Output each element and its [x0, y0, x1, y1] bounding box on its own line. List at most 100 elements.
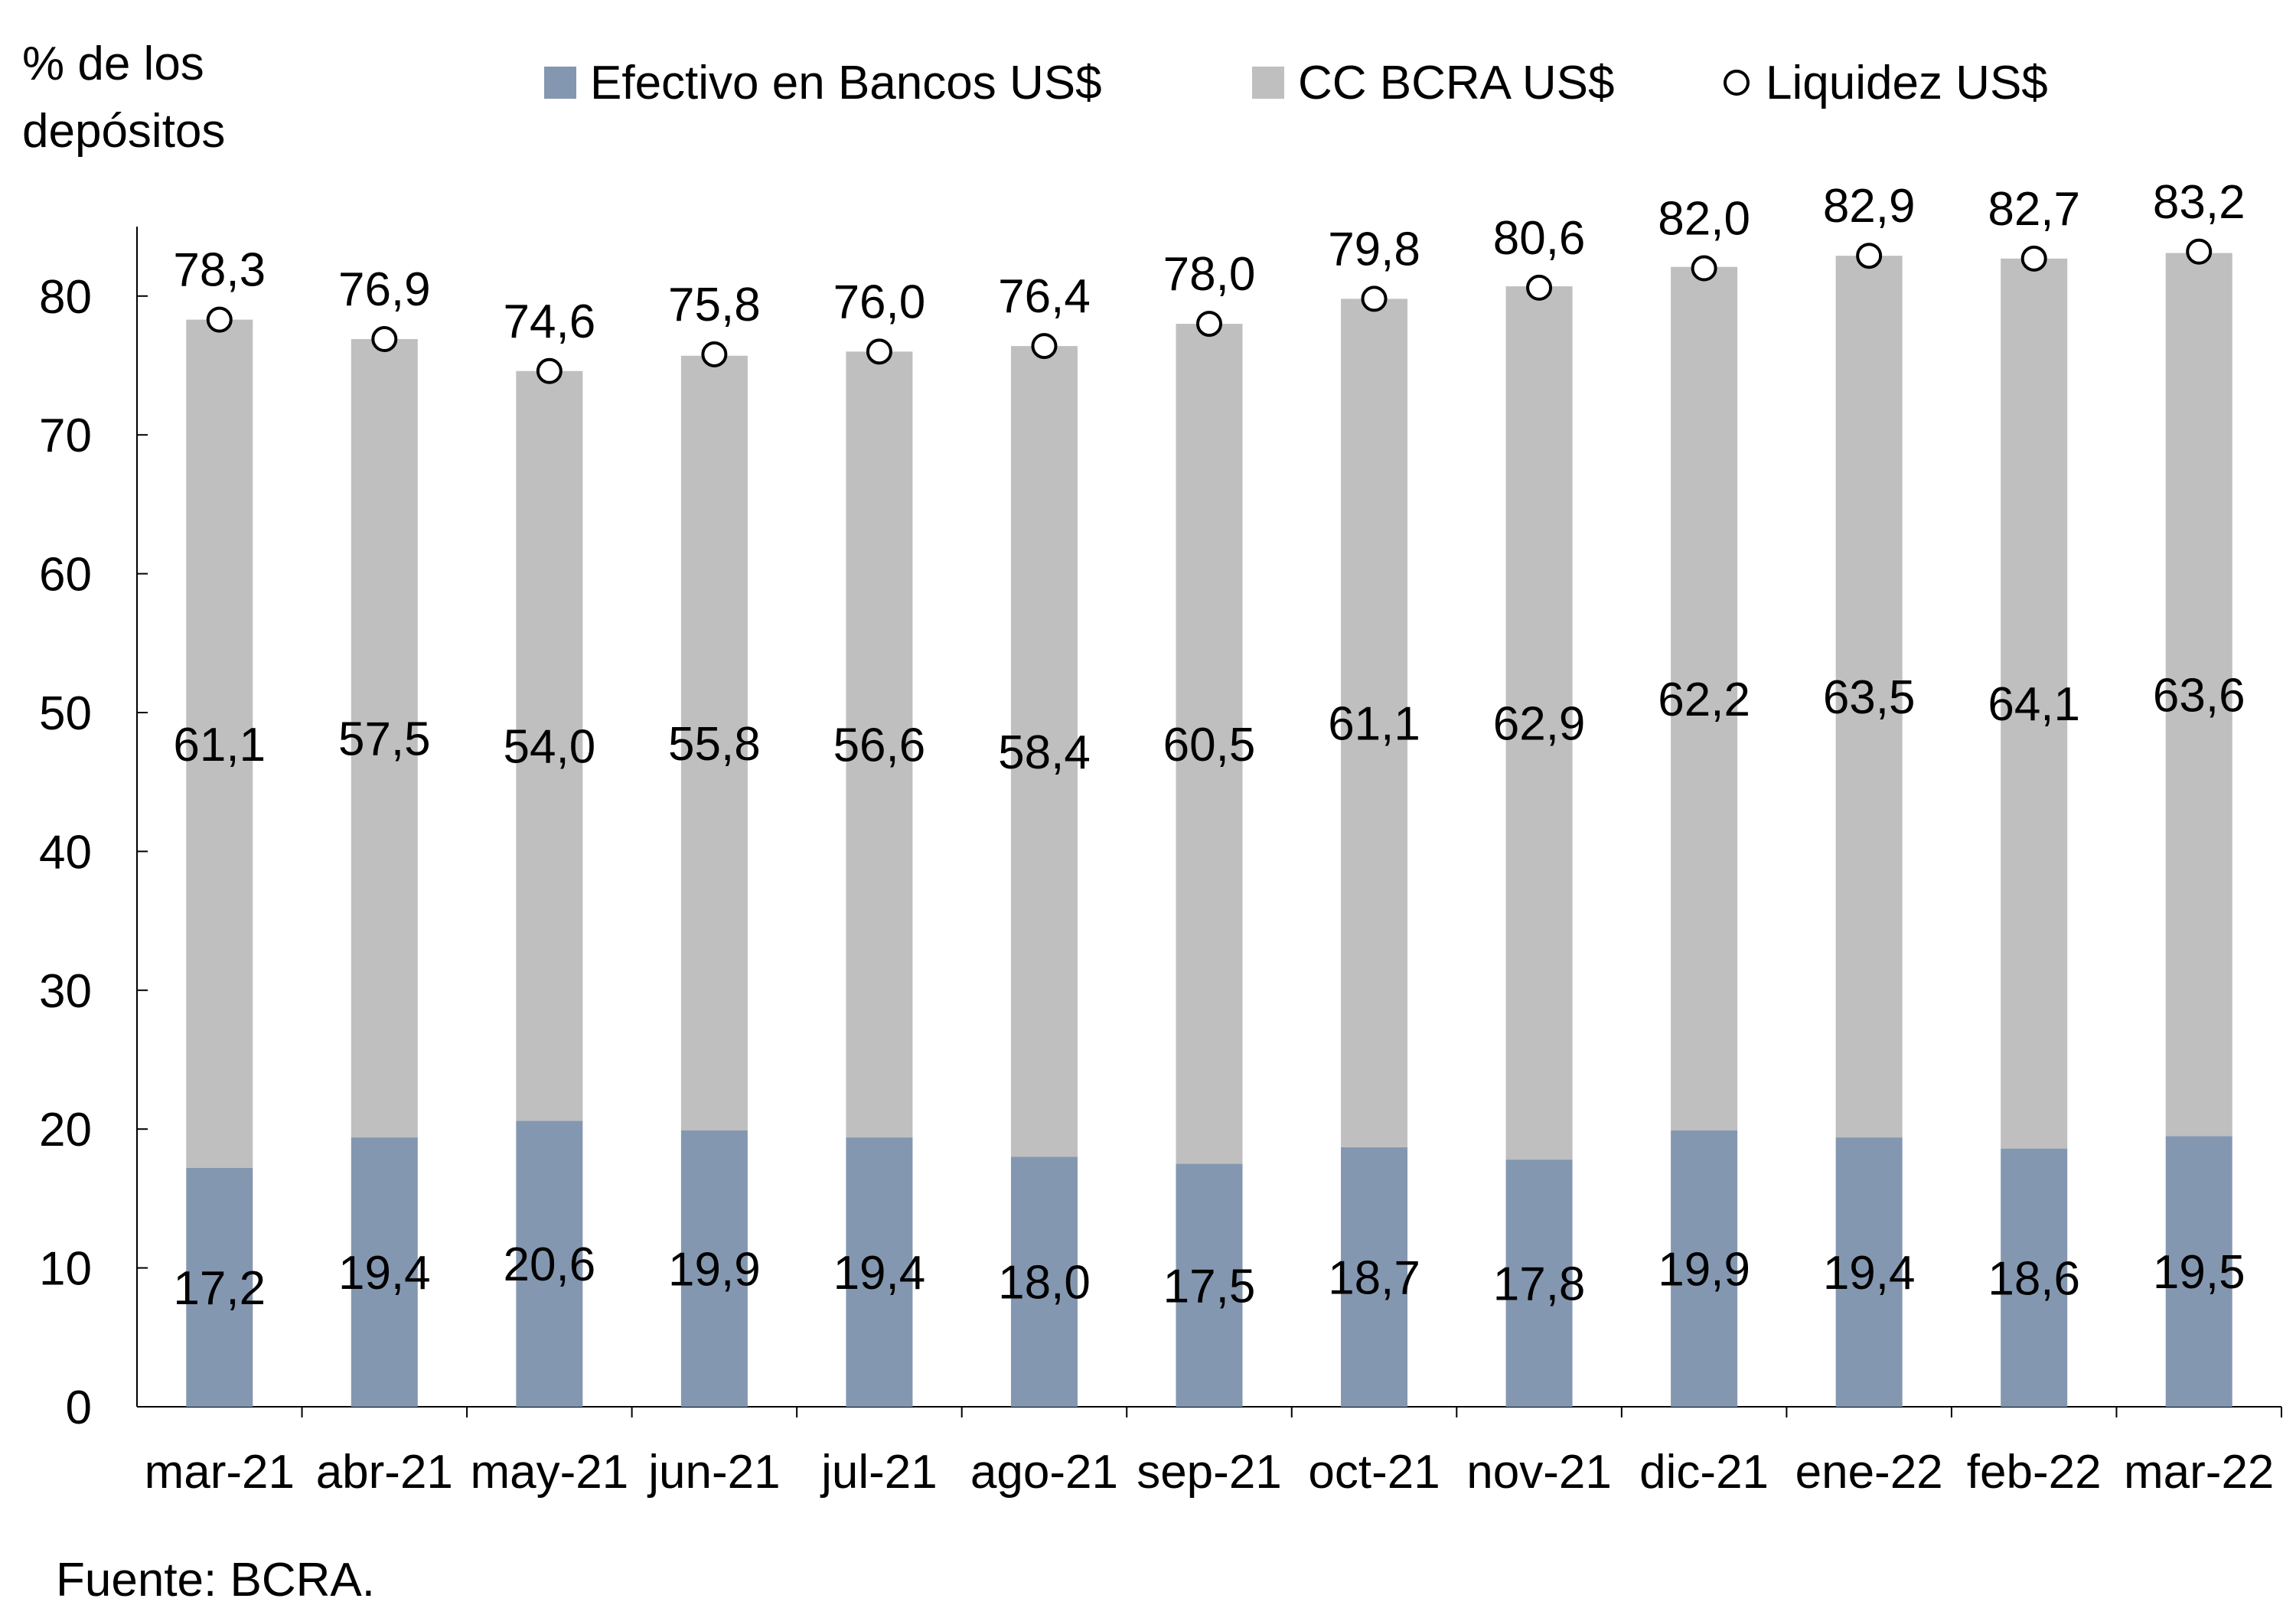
y-tick-label: 80: [39, 271, 92, 324]
y-axis-title-line2: depósitos: [22, 105, 225, 158]
x-tick-label: nov-21: [1466, 1446, 1612, 1499]
label-efectivo: 18,6: [1988, 1252, 2080, 1305]
x-tick-label: mar-21: [145, 1446, 295, 1499]
bar-efectivo: [516, 1121, 583, 1407]
marker-liquidez: [866, 338, 892, 365]
x-tick-label: sep-21: [1137, 1446, 1282, 1499]
label-efectivo: 18,0: [998, 1257, 1091, 1310]
data-labels: 17,2 61,1 78,3 mar-21 19,4 57,5 76,9 abr-21 20,6…: [145, 176, 2275, 1499]
label-efectivo: 17,8: [1493, 1258, 1586, 1311]
y-tick-label: 60: [39, 549, 92, 602]
x-tick-label: dic-21: [1639, 1446, 1769, 1499]
legend-label-efectivo: Efectivo en Bancos US$: [590, 57, 1102, 109]
label-cc-bcra: 56,6: [833, 719, 926, 772]
legend-swatch-efectivo: [544, 67, 576, 99]
x-tick-label: feb-22: [1967, 1446, 2102, 1499]
source-note: Fuente: BCRA.: [56, 1554, 375, 1607]
label-cc-bcra: 64,1: [1988, 678, 2080, 731]
bar-efectivo: [186, 1167, 253, 1407]
bar-cc-bcra: [680, 355, 748, 1131]
bar-efectivo: [1835, 1137, 1903, 1407]
y-tick-label: 70: [39, 409, 92, 462]
label-cc-bcra: 60,5: [1163, 719, 1256, 771]
x-tick-label: mar-22: [2124, 1446, 2274, 1499]
bar-efectivo: [2001, 1148, 2068, 1407]
marker-liquidez: [2186, 238, 2213, 265]
y-tick-label: 30: [39, 965, 92, 1018]
label-efectivo: 19,9: [1658, 1244, 1750, 1297]
bar-cc-bcra: [1505, 286, 1573, 1160]
label-efectivo: 19,4: [833, 1247, 926, 1300]
label-cc-bcra: 54,0: [504, 721, 596, 774]
label-efectivo: 20,6: [504, 1238, 596, 1291]
y-tick-label: 10: [39, 1243, 92, 1296]
bar-cc-bcra: [2001, 258, 2068, 1149]
x-tick-label: abr-21: [316, 1446, 453, 1499]
label-cc-bcra: 61,1: [1328, 698, 1420, 751]
label-efectivo: 18,7: [1328, 1251, 1420, 1304]
x-tick-label: may-21: [470, 1446, 628, 1499]
label-efectivo: 19,4: [1823, 1247, 1916, 1300]
label-cc-bcra: 63,6: [2153, 669, 2245, 722]
bar-cc-bcra: [2165, 253, 2232, 1137]
bar-cc-bcra: [846, 351, 913, 1138]
x-tick-label: jun-21: [647, 1446, 780, 1499]
label-efectivo: 19,4: [338, 1247, 431, 1300]
label-liquidez: 76,9: [338, 263, 431, 316]
label-liquidez: 82,0: [1658, 193, 1750, 246]
bar-efectivo: [1671, 1130, 1738, 1407]
label-liquidez: 75,8: [668, 279, 761, 331]
y-tick-label: 40: [39, 826, 92, 879]
y-tick-label: 50: [39, 687, 92, 740]
marker-liquidez: [206, 306, 233, 333]
x-tick-label: jul-21: [820, 1446, 938, 1499]
label-cc-bcra: 62,2: [1658, 674, 1750, 726]
label-efectivo: 17,5: [1163, 1260, 1256, 1313]
label-liquidez: 80,6: [1493, 212, 1586, 265]
marker-liquidez: [1031, 333, 1058, 360]
y-tick-label: 0: [66, 1381, 92, 1434]
label-liquidez: 74,6: [504, 295, 596, 348]
marker-liquidez: [1196, 311, 1222, 338]
bar-efectivo: [2165, 1136, 2232, 1407]
label-cc-bcra: 63,5: [1823, 671, 1916, 724]
marker-liquidez: [1361, 285, 1388, 312]
bar-cc-bcra: [516, 370, 583, 1121]
bar-cc-bcra: [186, 319, 253, 1168]
bar-efectivo: [351, 1137, 418, 1407]
marker-liquidez: [1856, 243, 1883, 269]
marker-liquidez: [1691, 255, 1717, 282]
bar-cc-bcra: [1835, 256, 1903, 1138]
label-cc-bcra: 62,9: [1493, 698, 1586, 751]
bar-efectivo: [680, 1130, 748, 1407]
bar-efectivo: [1176, 1163, 1243, 1407]
bars: [186, 238, 2232, 1407]
marker-liquidez: [536, 357, 563, 384]
bar-cc-bcra: [1341, 298, 1408, 1147]
bar-efectivo: [1010, 1156, 1078, 1407]
bar-efectivo: [1505, 1160, 1573, 1407]
label-cc-bcra: 57,5: [338, 713, 431, 766]
bar-efectivo: [846, 1137, 913, 1407]
marker-liquidez: [701, 341, 728, 367]
legend: Efectivo en Bancos US$ CC BCRA US$ Liqui…: [544, 57, 2048, 109]
label-liquidez: 83,2: [2153, 176, 2245, 229]
label-liquidez: 76,0: [833, 276, 926, 328]
label-liquidez: 82,7: [1988, 183, 2080, 236]
legend-label-liquidez: Liquidez US$: [1766, 57, 2048, 109]
marker-liquidez: [1526, 274, 1553, 301]
bar-cc-bcra: [351, 339, 418, 1138]
label-liquidez: 79,8: [1328, 223, 1420, 276]
label-efectivo: 19,5: [2153, 1246, 2245, 1299]
x-tick-label: oct-21: [1308, 1446, 1440, 1499]
bar-cc-bcra: [1010, 346, 1078, 1157]
x-tick-label: ene-22: [1795, 1446, 1943, 1499]
marker-liquidez: [2020, 245, 2047, 272]
y-axis-title-line1: % de los: [22, 38, 204, 90]
bar-efectivo: [1341, 1147, 1408, 1407]
label-cc-bcra: 58,4: [998, 726, 1091, 779]
label-liquidez: 82,9: [1823, 180, 1916, 233]
label-liquidez: 76,4: [998, 270, 1091, 323]
bar-cc-bcra: [1671, 266, 1738, 1131]
